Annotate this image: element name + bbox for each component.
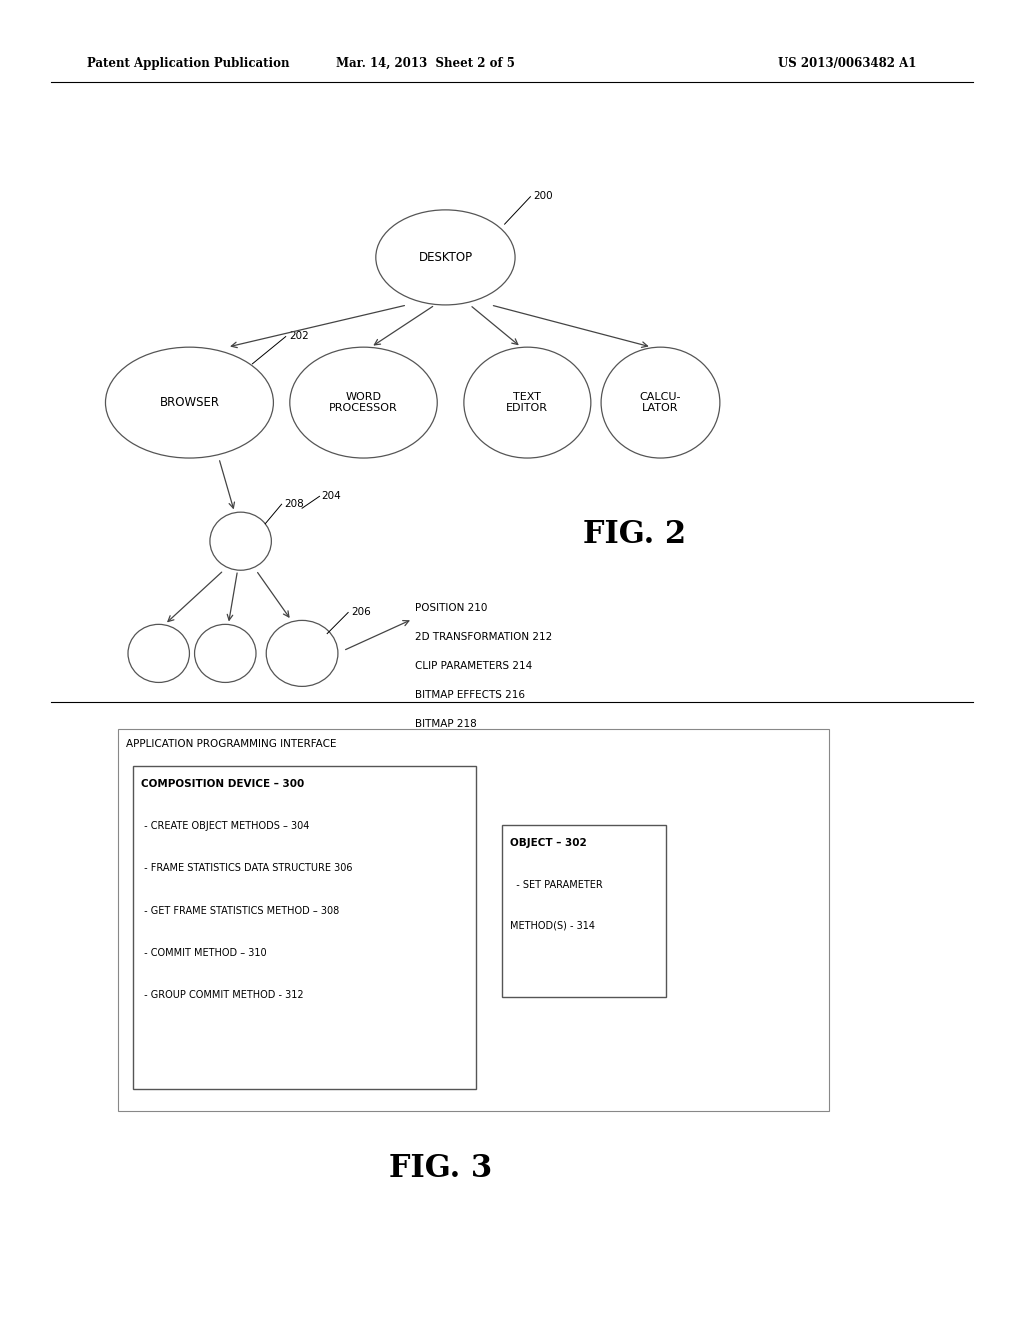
Text: CALCU-
LATOR: CALCU- LATOR <box>640 392 681 413</box>
Text: 206: 206 <box>351 607 371 618</box>
Text: DESKTOP: DESKTOP <box>419 251 472 264</box>
Text: CLIP PARAMETERS 214: CLIP PARAMETERS 214 <box>415 661 532 672</box>
Text: 202: 202 <box>289 331 308 342</box>
Text: Mar. 14, 2013  Sheet 2 of 5: Mar. 14, 2013 Sheet 2 of 5 <box>336 57 514 70</box>
Text: APPLICATION PROGRAMMING INTERFACE: APPLICATION PROGRAMMING INTERFACE <box>126 739 337 750</box>
Text: BROWSER: BROWSER <box>160 396 219 409</box>
Text: - SET PARAMETER: - SET PARAMETER <box>510 880 603 891</box>
Text: 204: 204 <box>322 491 341 502</box>
Text: BITMAP 218: BITMAP 218 <box>415 719 476 730</box>
Text: FIG. 3: FIG. 3 <box>389 1152 492 1184</box>
Bar <box>133 766 476 1089</box>
Text: - FRAME STATISTICS DATA STRUCTURE 306: - FRAME STATISTICS DATA STRUCTURE 306 <box>141 863 353 874</box>
Text: - GET FRAME STATISTICS METHOD – 308: - GET FRAME STATISTICS METHOD – 308 <box>141 906 340 916</box>
Text: METHOD(S) - 314: METHOD(S) - 314 <box>510 920 595 931</box>
Text: OBJECT – 302: OBJECT – 302 <box>510 838 587 849</box>
Text: - CREATE OBJECT METHODS – 304: - CREATE OBJECT METHODS – 304 <box>141 821 309 832</box>
Text: FIG. 2: FIG. 2 <box>584 519 686 550</box>
Text: - GROUP COMMIT METHOD - 312: - GROUP COMMIT METHOD - 312 <box>141 990 304 1001</box>
Text: TEXT
EDITOR: TEXT EDITOR <box>506 392 549 413</box>
Text: COMPOSITION DEVICE – 300: COMPOSITION DEVICE – 300 <box>141 779 304 789</box>
Text: POSITION 210: POSITION 210 <box>415 603 487 614</box>
Text: 2D TRANSFORMATION 212: 2D TRANSFORMATION 212 <box>415 632 552 643</box>
Text: WORD
PROCESSOR: WORD PROCESSOR <box>329 392 398 413</box>
Text: BITMAP EFFECTS 216: BITMAP EFFECTS 216 <box>415 690 524 701</box>
Text: - COMMIT METHOD – 310: - COMMIT METHOD – 310 <box>141 948 267 958</box>
Bar <box>118 729 829 1111</box>
Text: Patent Application Publication: Patent Application Publication <box>87 57 290 70</box>
Bar <box>502 825 666 997</box>
Text: 200: 200 <box>534 191 553 202</box>
Text: US 2013/0063482 A1: US 2013/0063482 A1 <box>778 57 916 70</box>
Text: 208: 208 <box>285 499 304 510</box>
